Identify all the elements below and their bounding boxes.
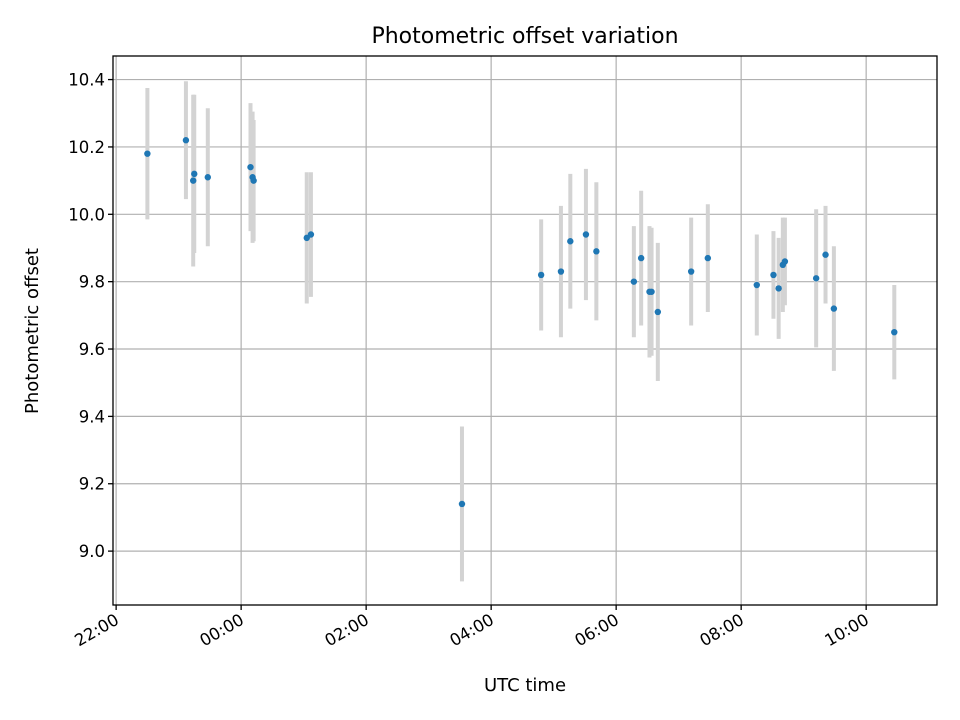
y-tick-label: 9.6 <box>79 340 105 359</box>
data-layer <box>144 81 898 582</box>
data-point <box>144 150 151 157</box>
data-point <box>812 275 820 282</box>
data-point <box>637 254 645 262</box>
data-point <box>593 248 600 255</box>
data-point <box>704 254 712 262</box>
x-tick-label: 00:00 <box>196 610 247 650</box>
grid-lines <box>113 56 937 605</box>
data-point <box>567 238 574 245</box>
x-axis-label: UTC time <box>484 675 566 696</box>
x-tick-label: 08:00 <box>696 610 747 650</box>
plot-background <box>113 56 937 605</box>
data-point <box>648 288 655 295</box>
y-tick-label: 9.0 <box>79 542 105 561</box>
data-point <box>770 271 777 279</box>
y-tick-label: 10.2 <box>68 138 105 157</box>
data-point <box>753 281 760 289</box>
data-point <box>250 177 257 184</box>
y-tick-label: 10.0 <box>68 205 105 224</box>
data-point <box>830 305 838 312</box>
y-axis-label: Photometric offset <box>22 248 43 414</box>
plot-frame <box>112 55 938 606</box>
x-tick-label: 02:00 <box>321 610 372 650</box>
data-point <box>775 285 782 292</box>
data-point <box>247 163 254 171</box>
x-tick-label: 04:00 <box>446 610 497 650</box>
axes: 22:00 00:00 02:00 04:00 06:00 08:00 10:00 9.0 9.… <box>68 71 872 651</box>
x-tick-label: 10:00 <box>821 610 872 650</box>
data-point <box>781 258 789 265</box>
x-tick-label: 22:00 <box>71 610 122 650</box>
data-point <box>630 278 638 285</box>
data-point <box>582 231 590 238</box>
data-point <box>307 231 315 238</box>
data-point <box>204 174 211 181</box>
data-point <box>190 177 197 184</box>
data-point <box>537 271 545 279</box>
data-point <box>557 268 565 275</box>
data-point <box>822 251 829 258</box>
chart-title: Photometric offset variation <box>371 24 678 49</box>
y-tick-label: 9.8 <box>79 273 105 292</box>
y-tick-label: 10.4 <box>68 71 105 90</box>
y-tick-label: 9.2 <box>79 475 105 494</box>
data-point <box>687 268 695 275</box>
x-tick-label: 06:00 <box>571 610 622 650</box>
data-point <box>654 308 662 316</box>
data-point <box>891 328 898 336</box>
y-tick-label: 9.4 <box>79 407 105 426</box>
data-point <box>458 500 466 508</box>
data-point <box>182 137 190 144</box>
data-point <box>191 170 198 178</box>
